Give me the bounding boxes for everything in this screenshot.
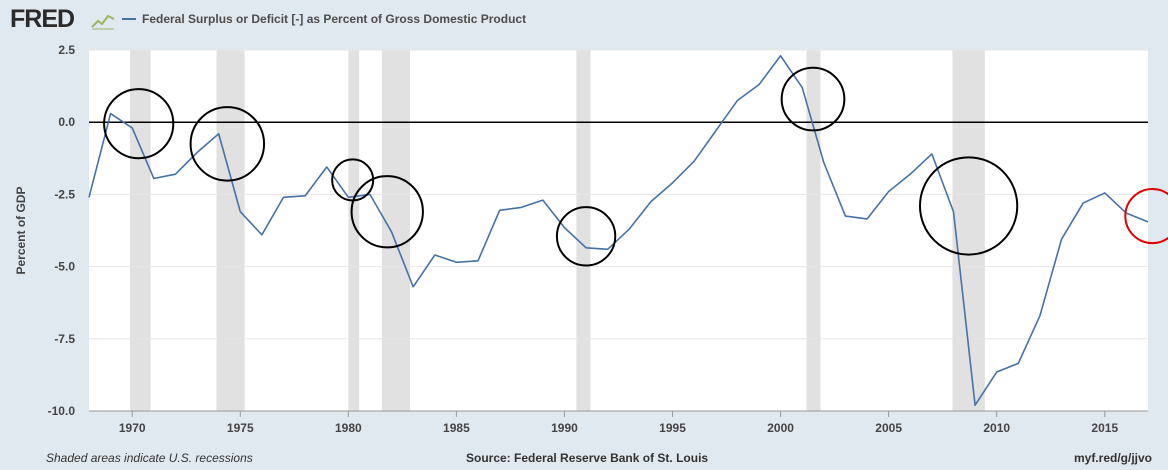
data-point[interactable] (389, 229, 395, 235)
data-point[interactable] (886, 189, 892, 195)
legend-label: Federal Surplus or Deficit [-] as Percen… (142, 12, 527, 26)
data-point[interactable] (972, 402, 978, 408)
x-tick-label: 2015 (1091, 421, 1118, 435)
data-point[interactable] (626, 226, 632, 232)
data-point[interactable] (929, 151, 935, 157)
y-tick-label: -10.0 (48, 404, 76, 418)
data-point[interactable] (842, 213, 848, 219)
data-point[interactable] (1080, 200, 1086, 206)
x-tick-label: 2000 (767, 421, 794, 435)
recession-band (806, 50, 821, 411)
data-point[interactable] (821, 160, 827, 166)
data-point[interactable] (518, 204, 524, 210)
recession-note: Shaded areas indicate U.S. recessions (46, 451, 253, 465)
legend[interactable]: Federal Surplus or Deficit [-] as Percen… (122, 12, 526, 26)
annotation-circle (780, 66, 846, 132)
y-tick-label: 0.0 (58, 115, 75, 129)
data-point[interactable] (691, 158, 697, 164)
data-point[interactable] (259, 232, 265, 238)
annotation-circle (918, 156, 1019, 256)
data-point[interactable] (561, 225, 567, 231)
recession-band (576, 50, 591, 411)
data-point[interactable] (1015, 360, 1021, 366)
data-point[interactable] (648, 199, 654, 205)
y-tick-label: -7.5 (54, 332, 75, 346)
data-point[interactable] (302, 193, 308, 199)
recession-band (952, 50, 985, 411)
legend-swatch (122, 18, 136, 20)
x-tick-label: 1975 (227, 421, 254, 435)
data-point[interactable] (605, 246, 611, 252)
header: FRED Federal Surplus or Deficit [-] as P… (0, 0, 1168, 40)
data-point[interactable] (410, 284, 416, 290)
y-tick-label: -2.5 (54, 187, 75, 201)
annotation-circle (189, 106, 266, 182)
data-point[interactable] (475, 258, 481, 264)
x-tick-label: 1970 (119, 421, 146, 435)
recession-band (348, 50, 360, 411)
series-line[interactable] (88, 54, 1149, 407)
data-point[interactable] (1145, 219, 1151, 225)
chart-line-icon (91, 10, 115, 30)
data-point[interactable] (432, 252, 438, 258)
recession-band (216, 50, 245, 411)
fred-logo[interactable]: FRED (10, 5, 75, 33)
red-annotation-circle (1124, 188, 1168, 245)
data-point[interactable] (237, 209, 243, 215)
data-point[interactable] (799, 85, 805, 91)
data-point[interactable] (194, 150, 200, 156)
data-point[interactable] (497, 207, 503, 213)
source-text: Source: Federal Reserve Bank of St. Loui… (466, 451, 709, 465)
data-point[interactable] (778, 53, 784, 59)
x-tick-label: 2010 (983, 421, 1010, 435)
x-tick-label: 1995 (659, 421, 686, 435)
x-tick-label: 1985 (443, 421, 470, 435)
data-point[interactable] (713, 128, 719, 134)
data-point[interactable] (172, 171, 178, 177)
x-tick-label: 1990 (551, 421, 578, 435)
annotation-circle (555, 206, 617, 267)
data-point[interactable] (756, 82, 762, 88)
annotation-circle (350, 175, 424, 249)
data-point[interactable] (108, 111, 114, 117)
data-point[interactable] (907, 171, 913, 177)
y-tick-label: 2.5 (58, 43, 75, 57)
data-point[interactable] (950, 209, 956, 215)
y-tick-label: -5.0 (54, 260, 75, 274)
data-point[interactable] (281, 194, 287, 200)
data-point[interactable] (670, 180, 676, 186)
data-point[interactable] (864, 216, 870, 222)
y-axis-label: Percent of GDP (14, 186, 28, 274)
data-point[interactable] (151, 176, 157, 182)
data-point[interactable] (1059, 236, 1065, 242)
data-point[interactable] (734, 98, 740, 104)
data-point[interactable] (216, 131, 222, 137)
data-point[interactable] (1037, 313, 1043, 319)
plot-area (89, 50, 1148, 411)
data-point[interactable] (994, 369, 1000, 375)
data-point[interactable] (86, 194, 92, 200)
annotation-circle (103, 88, 175, 160)
data-point[interactable] (1102, 190, 1108, 196)
recession-band (381, 50, 410, 411)
data-point[interactable] (453, 259, 459, 265)
data-point[interactable] (583, 245, 589, 251)
data-point[interactable] (540, 197, 546, 203)
x-tick-label: 2005 (875, 421, 902, 435)
short-link[interactable]: myf.red/g/jjvo (1073, 451, 1152, 465)
recession-band (130, 50, 151, 411)
data-point[interactable] (129, 125, 135, 131)
data-point[interactable] (324, 164, 330, 170)
x-tick-label: 1980 (335, 421, 362, 435)
